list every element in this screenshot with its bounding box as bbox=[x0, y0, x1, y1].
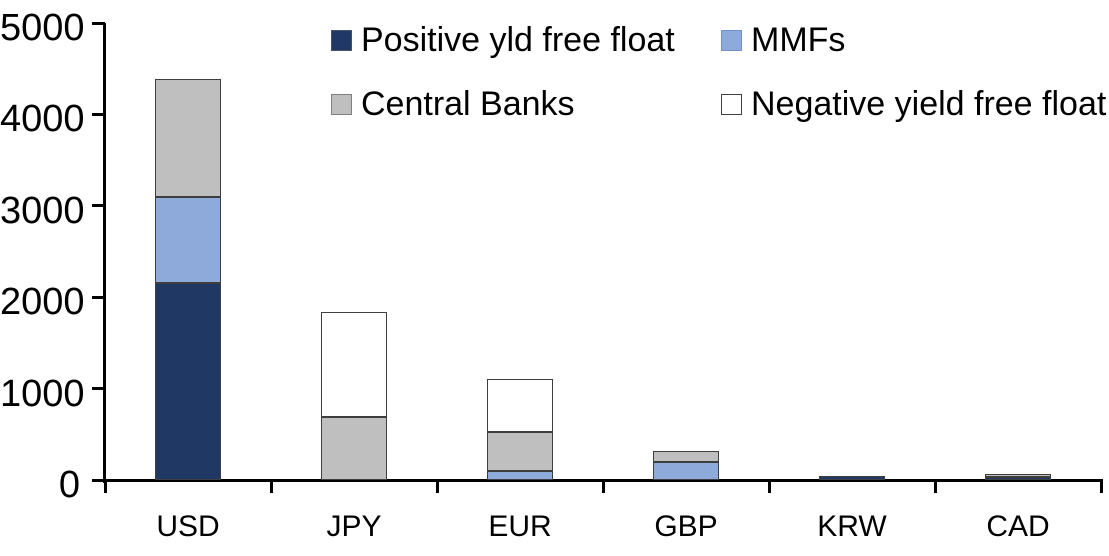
bar-usd-central-banks bbox=[155, 78, 221, 197]
bar-jpy-central-banks bbox=[321, 416, 387, 480]
legend-swatch-1 bbox=[331, 29, 352, 51]
x-axis-tick bbox=[435, 480, 439, 493]
y-axis-tick bbox=[92, 21, 105, 25]
y-tick-label: 5000 bbox=[0, 7, 85, 49]
legend-label: Positive yld free float bbox=[361, 21, 675, 59]
x-axis-tick bbox=[269, 480, 273, 493]
x-tick-label-cad: CAD bbox=[986, 510, 1050, 543]
y-axis-tick bbox=[92, 204, 105, 208]
legend-label: Central Banks bbox=[361, 85, 575, 123]
x-axis-tick bbox=[103, 480, 107, 493]
bar-cad-central-banks bbox=[985, 474, 1051, 478]
bar-eur-central-banks bbox=[487, 431, 553, 471]
bar-eur-mmfs bbox=[487, 470, 553, 480]
legend-swatch-2 bbox=[721, 29, 742, 51]
y-axis-tick bbox=[92, 112, 105, 116]
y-tick-label: 4000 bbox=[0, 98, 85, 141]
legend-item: Negative yield free float bbox=[721, 87, 1106, 121]
legend-swatch-4 bbox=[721, 93, 742, 115]
x-tick-label-eur: EUR bbox=[488, 510, 552, 543]
x-tick-label-krw: KRW bbox=[817, 510, 887, 543]
y-axis-tick bbox=[92, 387, 105, 391]
legend-item: Positive yld free float bbox=[331, 23, 675, 57]
x-axis-tick bbox=[1099, 480, 1103, 493]
x-axis-tick bbox=[767, 480, 771, 493]
legend-label: MMFs bbox=[751, 21, 846, 59]
x-axis-tick bbox=[601, 480, 605, 493]
y-axis-tick bbox=[92, 295, 105, 299]
x-tick-label-usd: USD bbox=[156, 510, 220, 543]
y-tick-label: 2000 bbox=[0, 281, 85, 324]
legend-item: MMFs bbox=[721, 23, 845, 57]
bar-jpy-negative-yield-free-float bbox=[321, 311, 387, 417]
bar-usd-positive-yld-free-float bbox=[155, 283, 221, 480]
bar-usd-mmfs bbox=[155, 196, 221, 284]
bar-gbp-mmfs bbox=[653, 461, 719, 480]
y-tick-label: 0 bbox=[58, 464, 80, 506]
y-tick-label: 3000 bbox=[0, 189, 85, 232]
x-tick-label-jpy: JPY bbox=[326, 510, 382, 543]
legend-label: Negative yield free float bbox=[751, 85, 1107, 123]
bar-krw-positive-yld-free-float bbox=[819, 476, 885, 480]
y-tick-label: 1000 bbox=[0, 372, 85, 415]
legend-item: Central Banks bbox=[331, 87, 575, 121]
legend-swatch-3 bbox=[331, 93, 352, 115]
y-axis-tick bbox=[92, 478, 105, 482]
bar-gbp-central-banks bbox=[653, 450, 719, 462]
bar-cad-positive-yld-free-float bbox=[985, 477, 1051, 480]
x-axis-tick bbox=[933, 480, 937, 493]
bar-eur-negative-yield-free-float bbox=[487, 379, 553, 432]
x-tick-label-gbp: GBP bbox=[654, 510, 718, 543]
y-axis-line bbox=[103, 23, 106, 483]
